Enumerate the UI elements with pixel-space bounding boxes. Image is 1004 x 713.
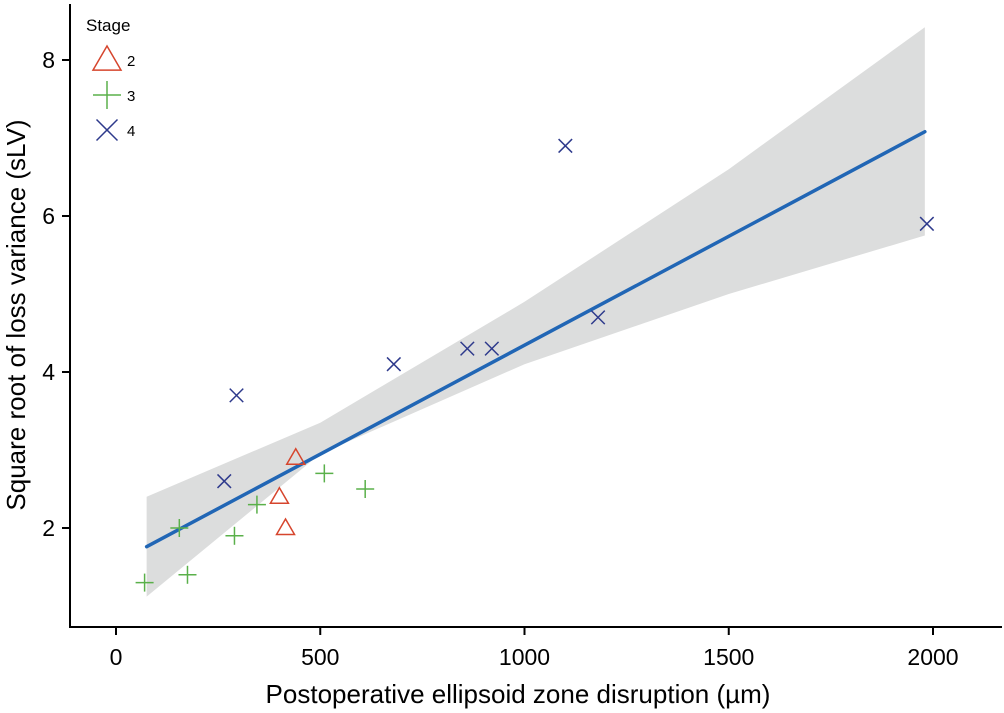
y-tick-label-4: 4 [42, 359, 55, 385]
x-tick-label-2000: 2000 [907, 644, 958, 670]
legend: Stage 2 3 4 [86, 16, 135, 142]
point-stage-2-1 [285, 447, 307, 466]
point-stage-4-2 [229, 388, 244, 403]
regression-line [144, 130, 927, 549]
point-stage-4-3 [386, 356, 402, 372]
confidence-band-layer [146, 27, 925, 597]
y-tick-label-6: 6 [42, 203, 55, 229]
legend-label-3: 3 [127, 88, 135, 105]
x-tick-label-500: 500 [301, 644, 339, 670]
x-tick-label-1500: 1500 [703, 644, 754, 670]
point-stage-4-6 [558, 138, 573, 154]
point-stage-4-4 [460, 341, 475, 356]
axes-layer [69, 4, 1002, 628]
legend-label-2: 2 [127, 53, 135, 70]
point-stage-3-7 [356, 480, 375, 498]
x-axis-title: Postoperative ellipsoid zone disruption … [266, 679, 771, 709]
y-axis-title: Square root of loss variance (sLV) [1, 119, 31, 510]
x-tick-label-1000: 1000 [499, 644, 550, 670]
point-stage-4-8 [919, 216, 935, 232]
x-tick-label-0: 0 [110, 644, 123, 670]
y-tick-label-8: 8 [42, 47, 55, 73]
point-stage-2-2 [269, 486, 290, 505]
legend-key-3 [93, 81, 121, 109]
point-stage-4-7 [590, 310, 606, 325]
regression-line-layer [144, 130, 927, 549]
legend-label-4: 4 [127, 123, 135, 140]
point-stage-3-6 [315, 464, 334, 483]
legend-key-2 [91, 44, 123, 71]
legend-key-4 [95, 118, 119, 142]
point-stage-4-5 [484, 341, 500, 356]
y-tick-label-2: 2 [42, 515, 55, 541]
point-stage-3-3 [178, 565, 197, 584]
point-stage-2-3 [275, 517, 296, 536]
data-points-layer [135, 138, 935, 592]
point-stage-3-1 [135, 573, 154, 592]
point-stage-3-5 [247, 495, 266, 514]
legend-title: Stage [86, 16, 130, 35]
point-stage-3-4 [225, 526, 244, 545]
confidence-band [146, 27, 925, 597]
point-stage-3-2 [170, 519, 189, 537]
point-stage-4-1 [216, 473, 232, 489]
ticks-layer: 0 500 1000 1500 2000 2 4 6 8 [42, 47, 958, 670]
